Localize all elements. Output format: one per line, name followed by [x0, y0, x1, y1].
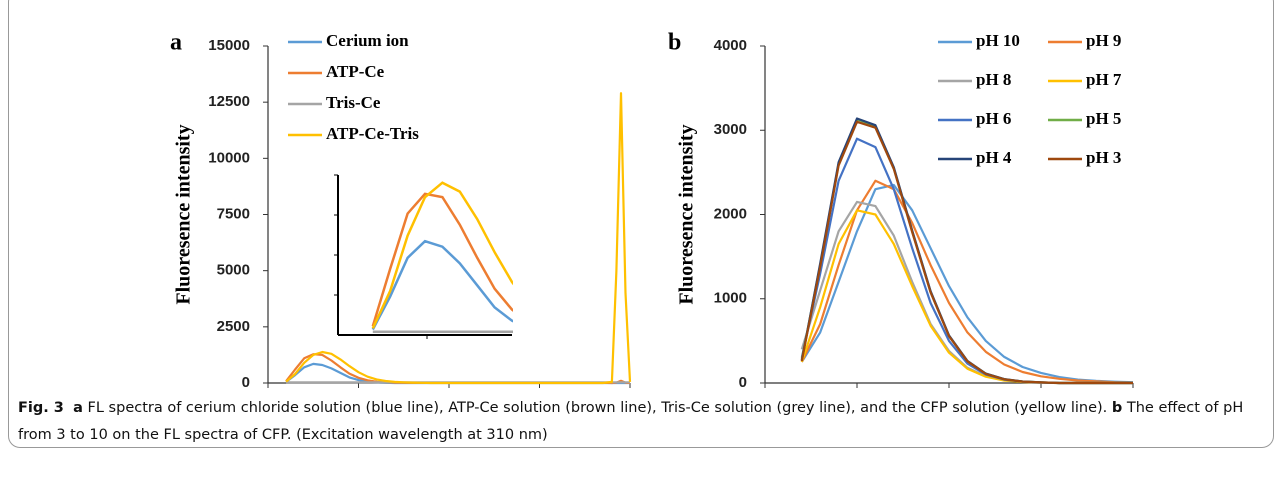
x-tick-label: 600 [527, 394, 552, 395]
series-line [800, 137, 1133, 385]
caption-label: Fig. 3 [18, 400, 64, 416]
inset-line [371, 192, 513, 327]
inset-line [371, 181, 513, 329]
caption-marker: a [73, 400, 83, 416]
x-tick-label: 700 [617, 394, 642, 395]
series-line [800, 209, 1133, 385]
legend-label: Tris-Ce [326, 93, 381, 112]
y-tick-label: 1000 [714, 290, 747, 307]
y-tick-label: 15000 [208, 37, 250, 54]
caption-text: FL spectra of cerium chloride solution (… [87, 400, 1108, 416]
inset-line [371, 239, 513, 331]
y-tick-label: 10000 [208, 149, 250, 166]
series-line [800, 120, 1133, 385]
legend-label: pH 7 [1086, 70, 1122, 89]
y-tick-label: 0 [739, 374, 747, 391]
x-tick-label: 400 [346, 394, 371, 395]
caption-text: The effect of pH from 3 to 10 on the FL … [18, 400, 1244, 443]
x-tick-label: 500 [1120, 394, 1145, 395]
y-axis-label: Fluoresence intensity [173, 124, 195, 304]
x-tick-label: 450 [1028, 394, 1053, 395]
y-tick-label: 3000 [714, 121, 747, 138]
figure-frame [8, 0, 1274, 448]
y-tick-label: 4000 [714, 37, 747, 54]
x-tick-label: 300 [752, 394, 777, 395]
panel-label: a [170, 30, 182, 56]
legend-label: pH 8 [976, 70, 1011, 89]
y-tick-label: 5000 [217, 262, 250, 279]
legend-label: pH 4 [976, 148, 1012, 167]
series-line [285, 362, 630, 385]
legend-label: ATP-Ce-Tris [326, 124, 419, 143]
y-axis-label: Fluoresence intensity [676, 124, 698, 304]
x-tick-label: 300 [255, 394, 280, 395]
x-tick-label: 400 [936, 394, 961, 395]
series-line [800, 183, 1134, 384]
y-tick-label: 7500 [217, 205, 250, 222]
y-tick-label: 12500 [208, 93, 250, 110]
legend-label: pH 5 [1086, 109, 1121, 128]
legend-label: Cerium ion [326, 31, 409, 50]
legend-label: pH 9 [1086, 31, 1121, 50]
inset-plot [371, 181, 513, 333]
y-tick-label: 2500 [217, 318, 250, 335]
legend-label: pH 6 [976, 109, 1011, 128]
x-tick-label: 500 [436, 394, 461, 395]
series-line [285, 92, 632, 385]
y-tick-label: 0 [242, 374, 250, 391]
legend-label: pH 3 [1086, 148, 1121, 167]
caption: Fig. 3 a FL spectra of cerium chloride s… [18, 395, 1268, 449]
panel-label: b [668, 30, 681, 56]
y-tick-label: 2000 [714, 205, 747, 222]
x-tick-label: 350 [844, 394, 869, 395]
caption-marker: b [1111, 400, 1123, 416]
legend-label: ATP-Ce [326, 62, 385, 81]
legend-label: pH 10 [976, 31, 1020, 50]
